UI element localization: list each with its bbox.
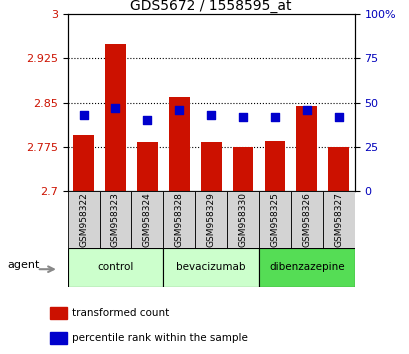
Bar — [163, 191, 195, 248]
Bar — [73, 135, 94, 191]
Point — [207, 112, 214, 118]
Bar — [67, 248, 163, 287]
Bar — [163, 248, 258, 287]
Text: control: control — [97, 262, 133, 272]
Point — [144, 118, 150, 123]
Bar — [50, 332, 67, 344]
Point — [112, 105, 119, 111]
Bar — [322, 191, 354, 248]
Bar — [195, 191, 227, 248]
Text: GSM958329: GSM958329 — [206, 192, 215, 247]
Text: dibenzazepine: dibenzazepine — [268, 262, 344, 272]
Bar — [227, 191, 258, 248]
Bar — [232, 147, 253, 191]
Text: transformed count: transformed count — [72, 308, 169, 318]
Bar — [328, 147, 348, 191]
Bar — [131, 191, 163, 248]
Text: bevacizumab: bevacizumab — [176, 262, 245, 272]
Point — [271, 114, 278, 120]
Point — [239, 114, 246, 120]
Point — [335, 114, 341, 120]
Bar — [169, 97, 189, 191]
Bar — [67, 191, 99, 248]
Bar — [200, 142, 221, 191]
Text: GSM958322: GSM958322 — [79, 192, 88, 247]
Title: GDS5672 / 1558595_at: GDS5672 / 1558595_at — [130, 0, 291, 13]
Text: GSM958323: GSM958323 — [111, 192, 120, 247]
Text: GSM958328: GSM958328 — [174, 192, 183, 247]
Bar — [99, 191, 131, 248]
Bar — [264, 141, 285, 191]
Point — [303, 107, 309, 113]
Point — [175, 107, 182, 113]
Text: GSM958330: GSM958330 — [238, 192, 247, 247]
Point — [80, 112, 87, 118]
Text: agent: agent — [7, 260, 39, 270]
Text: GSM958327: GSM958327 — [333, 192, 342, 247]
Bar — [50, 307, 67, 319]
Bar — [105, 44, 126, 191]
Bar — [258, 248, 354, 287]
Text: percentile rank within the sample: percentile rank within the sample — [72, 333, 247, 343]
Text: GSM958324: GSM958324 — [142, 192, 151, 247]
Text: GSM958325: GSM958325 — [270, 192, 279, 247]
Bar — [258, 191, 290, 248]
Bar — [290, 191, 322, 248]
Bar — [137, 142, 157, 191]
Bar — [296, 105, 317, 191]
Text: GSM958326: GSM958326 — [301, 192, 310, 247]
